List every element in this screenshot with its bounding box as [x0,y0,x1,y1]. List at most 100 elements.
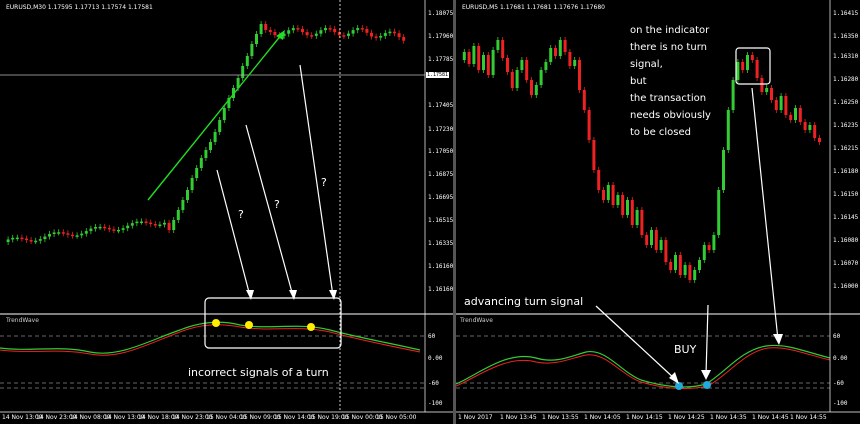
candle-body [103,226,107,229]
arrow-3 [299,64,334,297]
candle-body [222,108,226,120]
candle-body [84,231,88,234]
candle-body [731,80,735,110]
candle-body [43,236,47,240]
right-price-label: 1.16180 [833,168,859,175]
candle-body [592,140,596,170]
candle-body [15,237,19,240]
candle-body [241,66,245,78]
candle-body [501,40,505,58]
left-time-label: 14 Nov 23:00 [36,414,77,421]
arrow-2 [245,124,294,297]
candle-body [482,55,485,70]
candle-body [808,125,812,130]
candle-body [268,30,272,32]
right-candles [462,37,821,283]
candle-body [181,200,185,210]
left-time-label: 14 Nov 13:00 [2,414,43,421]
candle-body [462,52,466,60]
right-price-label: 1.16145 [833,214,859,221]
candle-body [245,56,249,66]
right-time-label: 1 Nov 14:55 [790,414,827,421]
candle-body [765,88,769,92]
candle-body [89,228,93,232]
candle-body [491,50,495,75]
candle-body [630,200,634,225]
candle-body [61,232,65,234]
candle-body [199,158,203,168]
right-price-label: 1.16280 [833,76,859,83]
candle-body [510,72,514,88]
left-chart-canvas[interactable] [0,0,455,424]
panel-divider[interactable] [453,0,456,424]
left-price-label: 1.18075 [428,10,454,17]
candle-body [717,190,721,235]
right-ind-axis-label: -60 [833,380,844,387]
candle-body [190,178,194,190]
candle-body [654,230,658,250]
candle-body [98,226,102,229]
left-candles [6,21,406,245]
candle-body [153,223,157,226]
left-time-label: 14 Nov 23:00 [172,414,213,421]
candle-body [693,270,697,280]
candle-body [688,265,692,280]
left-ind-axis-label: 0.00 [428,355,443,362]
right-ind-axis-label: 60 [833,333,841,340]
candle-body [496,40,500,50]
candle-body [126,225,130,229]
candle-body [291,28,295,31]
right-price-label: 1.16000 [833,283,859,290]
candle-body [626,200,629,215]
right-price-label: 1.16080 [833,237,859,244]
right-time-label: 1 Nov 14:25 [668,414,705,421]
annotation-line: there is no turn [630,42,707,53]
candle-body [621,195,625,215]
candle-body [750,55,754,60]
candle-body [379,35,383,38]
candle-body [20,237,24,240]
candle-body [683,265,687,275]
candle-body [506,58,509,72]
candle-body [167,222,171,230]
candle-body [698,260,701,270]
candle-body [803,122,807,130]
question-mark-3: ? [321,176,327,189]
left-time-label: 15 Nov 09:00 [240,414,281,421]
candle-body [236,78,240,88]
incorrect-signals-box [204,297,342,349]
advancing-turn-signal-label: advancing turn signal [464,295,584,308]
right-time-label: 1 Nov 14:45 [752,414,789,421]
candle-body [282,33,286,36]
candle-body [525,60,529,80]
candle-body [467,52,471,64]
candle-body [664,240,668,262]
candle-body [140,221,143,223]
right-chart-window[interactable]: EURUSD,M5 1.17681 1.17681 1.17676 1.1768… [456,0,860,424]
candle-body [760,78,764,92]
candle-body [342,35,346,37]
candle-body [360,28,364,30]
left-price-label: 1.16875 [428,171,454,178]
question-mark-1: ? [238,208,244,221]
left-chart-window[interactable]: EURUSD,M30 1.17595 1.17713 1.17574 1.175… [0,0,455,424]
turn-signal-dot-1 [675,382,683,390]
candle-body [587,110,591,140]
annotation-line: but [630,76,647,87]
candle-body [635,210,639,225]
candle-body [515,70,519,88]
candle-body [736,62,740,80]
candle-body [255,34,258,44]
candle-body [324,28,327,31]
candle-body [774,100,778,110]
candle-body [273,32,277,36]
left-time-label: 15 Nov 00:00 [342,414,383,421]
candle-body [301,28,304,33]
right-ind-axis-label: 0.00 [833,355,848,362]
candle-body [52,232,56,235]
right-symbol-header: EURUSD,M5 1.17681 1.17681 1.17676 1.1768… [462,4,605,11]
candle-body [650,230,653,245]
candle-body [402,37,406,41]
right-chart-canvas[interactable] [456,0,860,424]
candle-body [746,55,749,70]
